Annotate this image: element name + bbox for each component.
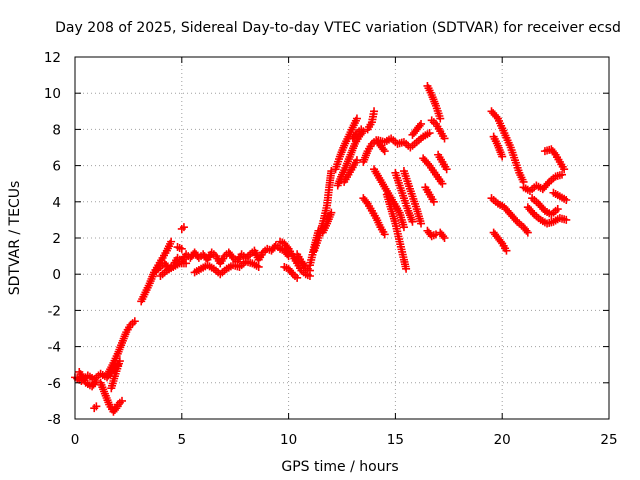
data-point: [182, 259, 191, 268]
data-point: [550, 148, 559, 157]
data-point: [558, 170, 567, 179]
data-point: [227, 252, 236, 261]
data-point: [429, 197, 438, 206]
data-point: [417, 219, 426, 228]
data-point: [523, 228, 532, 237]
data-point: [440, 234, 449, 242]
data-point: [408, 217, 417, 226]
data-point: [560, 165, 569, 174]
y-tick-label: 10: [44, 86, 61, 102]
data-point: [92, 376, 101, 385]
data-point: [112, 404, 121, 413]
data-point: [115, 357, 124, 366]
data-point: [522, 226, 531, 235]
y-tick-label: 6: [52, 159, 61, 175]
y-tick-label: -8: [48, 412, 61, 428]
x-tick-label: 25: [600, 432, 617, 448]
data-point: [442, 165, 451, 174]
data-point: [417, 119, 426, 128]
x-tick-label: 20: [494, 432, 511, 448]
data-point: [117, 396, 126, 405]
data-point: [351, 130, 360, 139]
data-point: [402, 264, 411, 273]
data-point: [283, 243, 292, 252]
x-tick-label: 0: [71, 432, 80, 448]
chart-title: Day 208 of 2025, Sidereal Day-to-day VTE…: [55, 20, 621, 36]
y-tick-label: 12: [44, 50, 61, 66]
axis-ticks: 0 5 10 15 20 25 -8 -6 -4 -2 0 2 4 6 8 10 12: [44, 50, 618, 448]
data-point: [130, 317, 139, 326]
data-point: [562, 195, 571, 204]
data-point: [352, 156, 361, 165]
data-point: [543, 179, 552, 188]
x-tick-label: 15: [387, 432, 404, 448]
data-point: [293, 273, 302, 282]
data-point: [502, 246, 511, 255]
data-point: [438, 179, 447, 188]
y-tick-label: 4: [52, 195, 61, 211]
data-point: [287, 268, 296, 277]
data-point: [492, 112, 501, 121]
data-points: [71, 81, 571, 416]
data-point: [254, 262, 263, 271]
data-point: [92, 402, 101, 411]
data-point: [439, 232, 448, 241]
data-point: [496, 237, 505, 246]
data-point: [553, 205, 562, 214]
data-point: [528, 208, 537, 217]
data-point: [380, 147, 389, 156]
data-point: [379, 145, 388, 154]
data-point: [327, 208, 336, 217]
data-point: [357, 125, 366, 134]
x-axis-label: GPS time / hours: [281, 459, 398, 475]
data-point: [370, 107, 379, 116]
data-point: [352, 114, 361, 123]
data-point: [425, 129, 434, 138]
data-point: [177, 244, 186, 253]
y-tick-label: -6: [48, 376, 61, 392]
grid: [75, 57, 609, 419]
y-tick-label: 0: [52, 267, 61, 283]
data-point: [179, 223, 188, 232]
data-point: [399, 223, 408, 232]
data-point: [562, 215, 571, 224]
data-point: [436, 114, 445, 123]
data-point: [362, 197, 371, 206]
y-tick-label: 8: [52, 122, 61, 138]
y-tick-label: 2: [52, 231, 61, 247]
x-tick-label: 5: [178, 432, 187, 448]
data-point: [415, 121, 424, 130]
y-axis-label: SDTVAR / TECUs: [7, 181, 23, 296]
y-tick-label: -2: [48, 303, 61, 319]
data-point: [498, 152, 507, 161]
data-point: [380, 230, 389, 239]
y-tick-label: -4: [48, 340, 61, 356]
data-point: [511, 215, 520, 224]
data-point: [167, 237, 176, 246]
data-point: [327, 167, 336, 176]
data-point: [423, 159, 432, 168]
x-tick-label: 10: [280, 432, 297, 448]
data-point: [440, 134, 449, 143]
